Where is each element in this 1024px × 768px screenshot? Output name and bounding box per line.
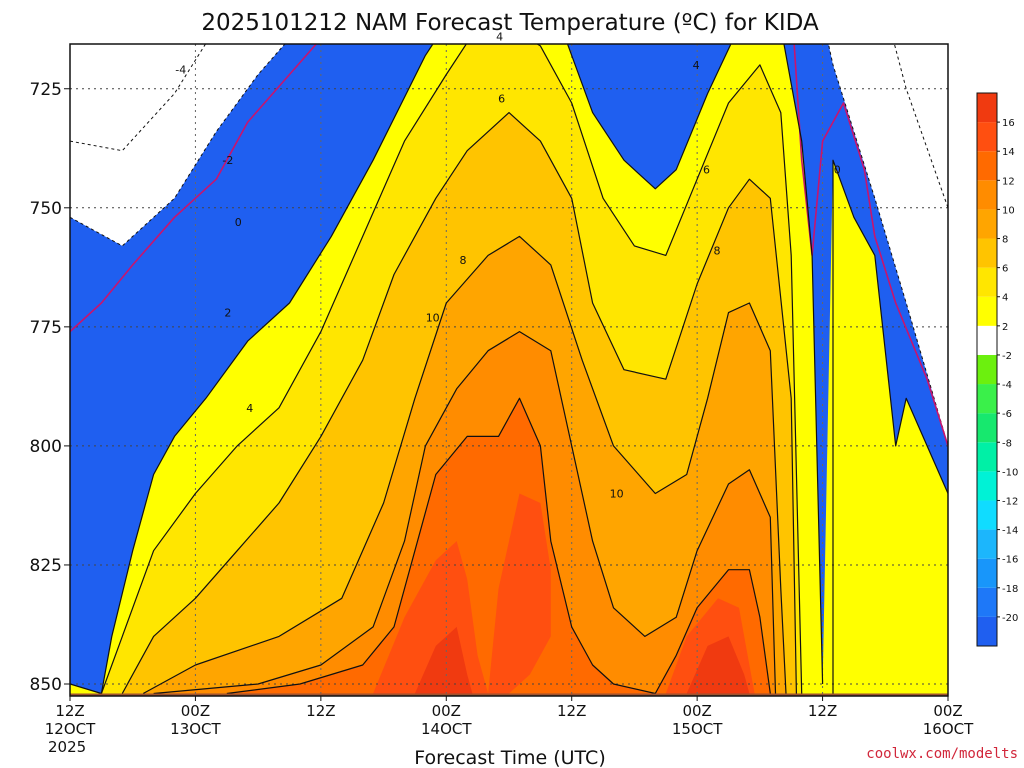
- colorbar-bin: [977, 122, 997, 152]
- colorbar-tick-label: 14: [1002, 147, 1015, 158]
- chart-title: 2025101212 NAM Forecast Temperature (ºC)…: [201, 10, 819, 36]
- x-tick-label: 12Z: [808, 702, 837, 720]
- colorbar-tick-label: -10: [1002, 467, 1018, 478]
- contour-line: [70, 44, 948, 447]
- contour-label: 4: [693, 59, 700, 72]
- ground-strip: [70, 693, 948, 696]
- plot-grid: [70, 44, 948, 696]
- x-tick-label: 00Z: [933, 702, 962, 720]
- colorbar-bin: [977, 616, 997, 646]
- x-axis-label: Forecast Time (UTC): [414, 747, 605, 768]
- contour-lines: [70, 44, 948, 695]
- x-tick-label: 13OCT: [170, 720, 221, 738]
- colorbar-tick-label: -18: [1002, 584, 1018, 595]
- y-axis: 575600625650675700725750775800825850: [30, 80, 70, 695]
- contour-line: [832, 159, 948, 694]
- colorbar-bin: [977, 587, 997, 617]
- ground: [70, 693, 948, 696]
- contour-line: [142, 235, 787, 695]
- contour-line: [70, 44, 824, 695]
- colorbar-bin: [977, 558, 997, 588]
- x-tick-label: 12Z: [557, 702, 586, 720]
- x-tick-label: 00Z: [181, 702, 210, 720]
- colorbar-tick-label: 2: [1002, 322, 1008, 333]
- contour-line: [121, 111, 797, 694]
- colorbar-bin: [977, 180, 997, 210]
- colorbar-bin: [977, 267, 997, 297]
- temperature-band: [373, 493, 755, 694]
- temperature-band: [70, 44, 948, 446]
- colorbar-tick-label: -8: [1002, 438, 1012, 449]
- colorbar-tick-label: 4: [1002, 293, 1008, 304]
- contour-labels: -12-12-10-10-10-8-8-10-6-6-4-42-2-8-4002…: [175, 30, 841, 501]
- colorbar-bin: [977, 325, 997, 355]
- contour-label: 8: [714, 245, 721, 258]
- contour-line: [226, 397, 771, 695]
- colorbar-bin: [977, 384, 997, 414]
- y-tick-label: 725: [30, 80, 62, 100]
- colorbar-bin: [977, 500, 997, 530]
- contour-label: 10: [610, 488, 624, 501]
- x-tick-label: 15OCT: [672, 720, 723, 738]
- colorbar-tick-label: -12: [1002, 496, 1018, 507]
- contour-line: [70, 44, 948, 447]
- colorbar-tick-label: -4: [1002, 380, 1012, 391]
- colorbar-bin: [977, 296, 997, 326]
- colorbar-bin: [977, 442, 997, 472]
- colorbar: -20 -18 -16 -14 -12 -10 -8 -6 -4 -2 2 4 6 8 10 12 14 16: [976, 92, 1018, 647]
- colorbar-tick-label: -6: [1002, 409, 1012, 420]
- x-tick-label: 16OCT: [923, 720, 974, 738]
- y-tick-label: 750: [30, 199, 62, 219]
- x-tick-label: 12Z: [306, 702, 335, 720]
- x-tick-label: 00Z: [432, 702, 461, 720]
- contour-label: 0: [834, 164, 841, 177]
- y-tick-label: 775: [30, 318, 62, 338]
- temperature-band: [226, 398, 771, 694]
- contour-label: 6: [498, 92, 505, 105]
- contour-label: 0: [235, 216, 242, 229]
- colorbar-tick-label: 12: [1002, 176, 1015, 187]
- contour-label: -2: [222, 154, 233, 167]
- colorbar-bin: [977, 354, 997, 385]
- colorbar-tick-label: -16: [1002, 555, 1018, 566]
- x-tick-label: 12OCT: [45, 720, 96, 738]
- colorbar-tick-label: -14: [1002, 526, 1018, 537]
- colorbar-bin: [977, 151, 997, 181]
- contour-label: 4: [246, 402, 253, 415]
- contour-line: [100, 44, 803, 694]
- colorbar-bin: [977, 529, 997, 559]
- y-tick-label: 825: [30, 556, 62, 576]
- colorbar-tick-label: -20: [1002, 613, 1018, 624]
- x-tick-label: 12Z: [55, 702, 84, 720]
- x-tick-label: 2025: [48, 738, 86, 756]
- credit-text: coolwx.com/modelts: [866, 746, 1018, 762]
- contour-label: 2: [224, 307, 231, 320]
- contour-line: [153, 331, 777, 695]
- contour-label: 4: [496, 30, 503, 43]
- colorbar-bin: [977, 238, 997, 268]
- colorbar-tick-label: -2: [1002, 351, 1012, 362]
- colorbar-tick-label: 10: [1002, 205, 1015, 216]
- contour-label: 10: [426, 311, 440, 324]
- contour-label: -4: [175, 64, 186, 77]
- colorbar-frame: [976, 92, 998, 647]
- y-tick-label: 800: [30, 437, 62, 457]
- colorbar-bin: [977, 471, 997, 501]
- colorbar-bin: [977, 413, 997, 443]
- colorbar-bin: [977, 93, 997, 123]
- plot-frame: [69, 43, 949, 697]
- colorbar-tick-label: 16: [1002, 118, 1015, 129]
- x-tick-label: 00Z: [682, 702, 711, 720]
- contour-label: 6: [703, 164, 710, 177]
- y-tick-label: 850: [30, 675, 62, 695]
- colorbar-bin: [977, 209, 997, 239]
- colorbar-tick-label: 8: [1002, 235, 1008, 246]
- x-tick-label: 14OCT: [421, 720, 472, 738]
- colorbar-tick-label: 6: [1002, 264, 1008, 275]
- contour-label: 8: [460, 254, 467, 267]
- temperature-band: [414, 626, 750, 694]
